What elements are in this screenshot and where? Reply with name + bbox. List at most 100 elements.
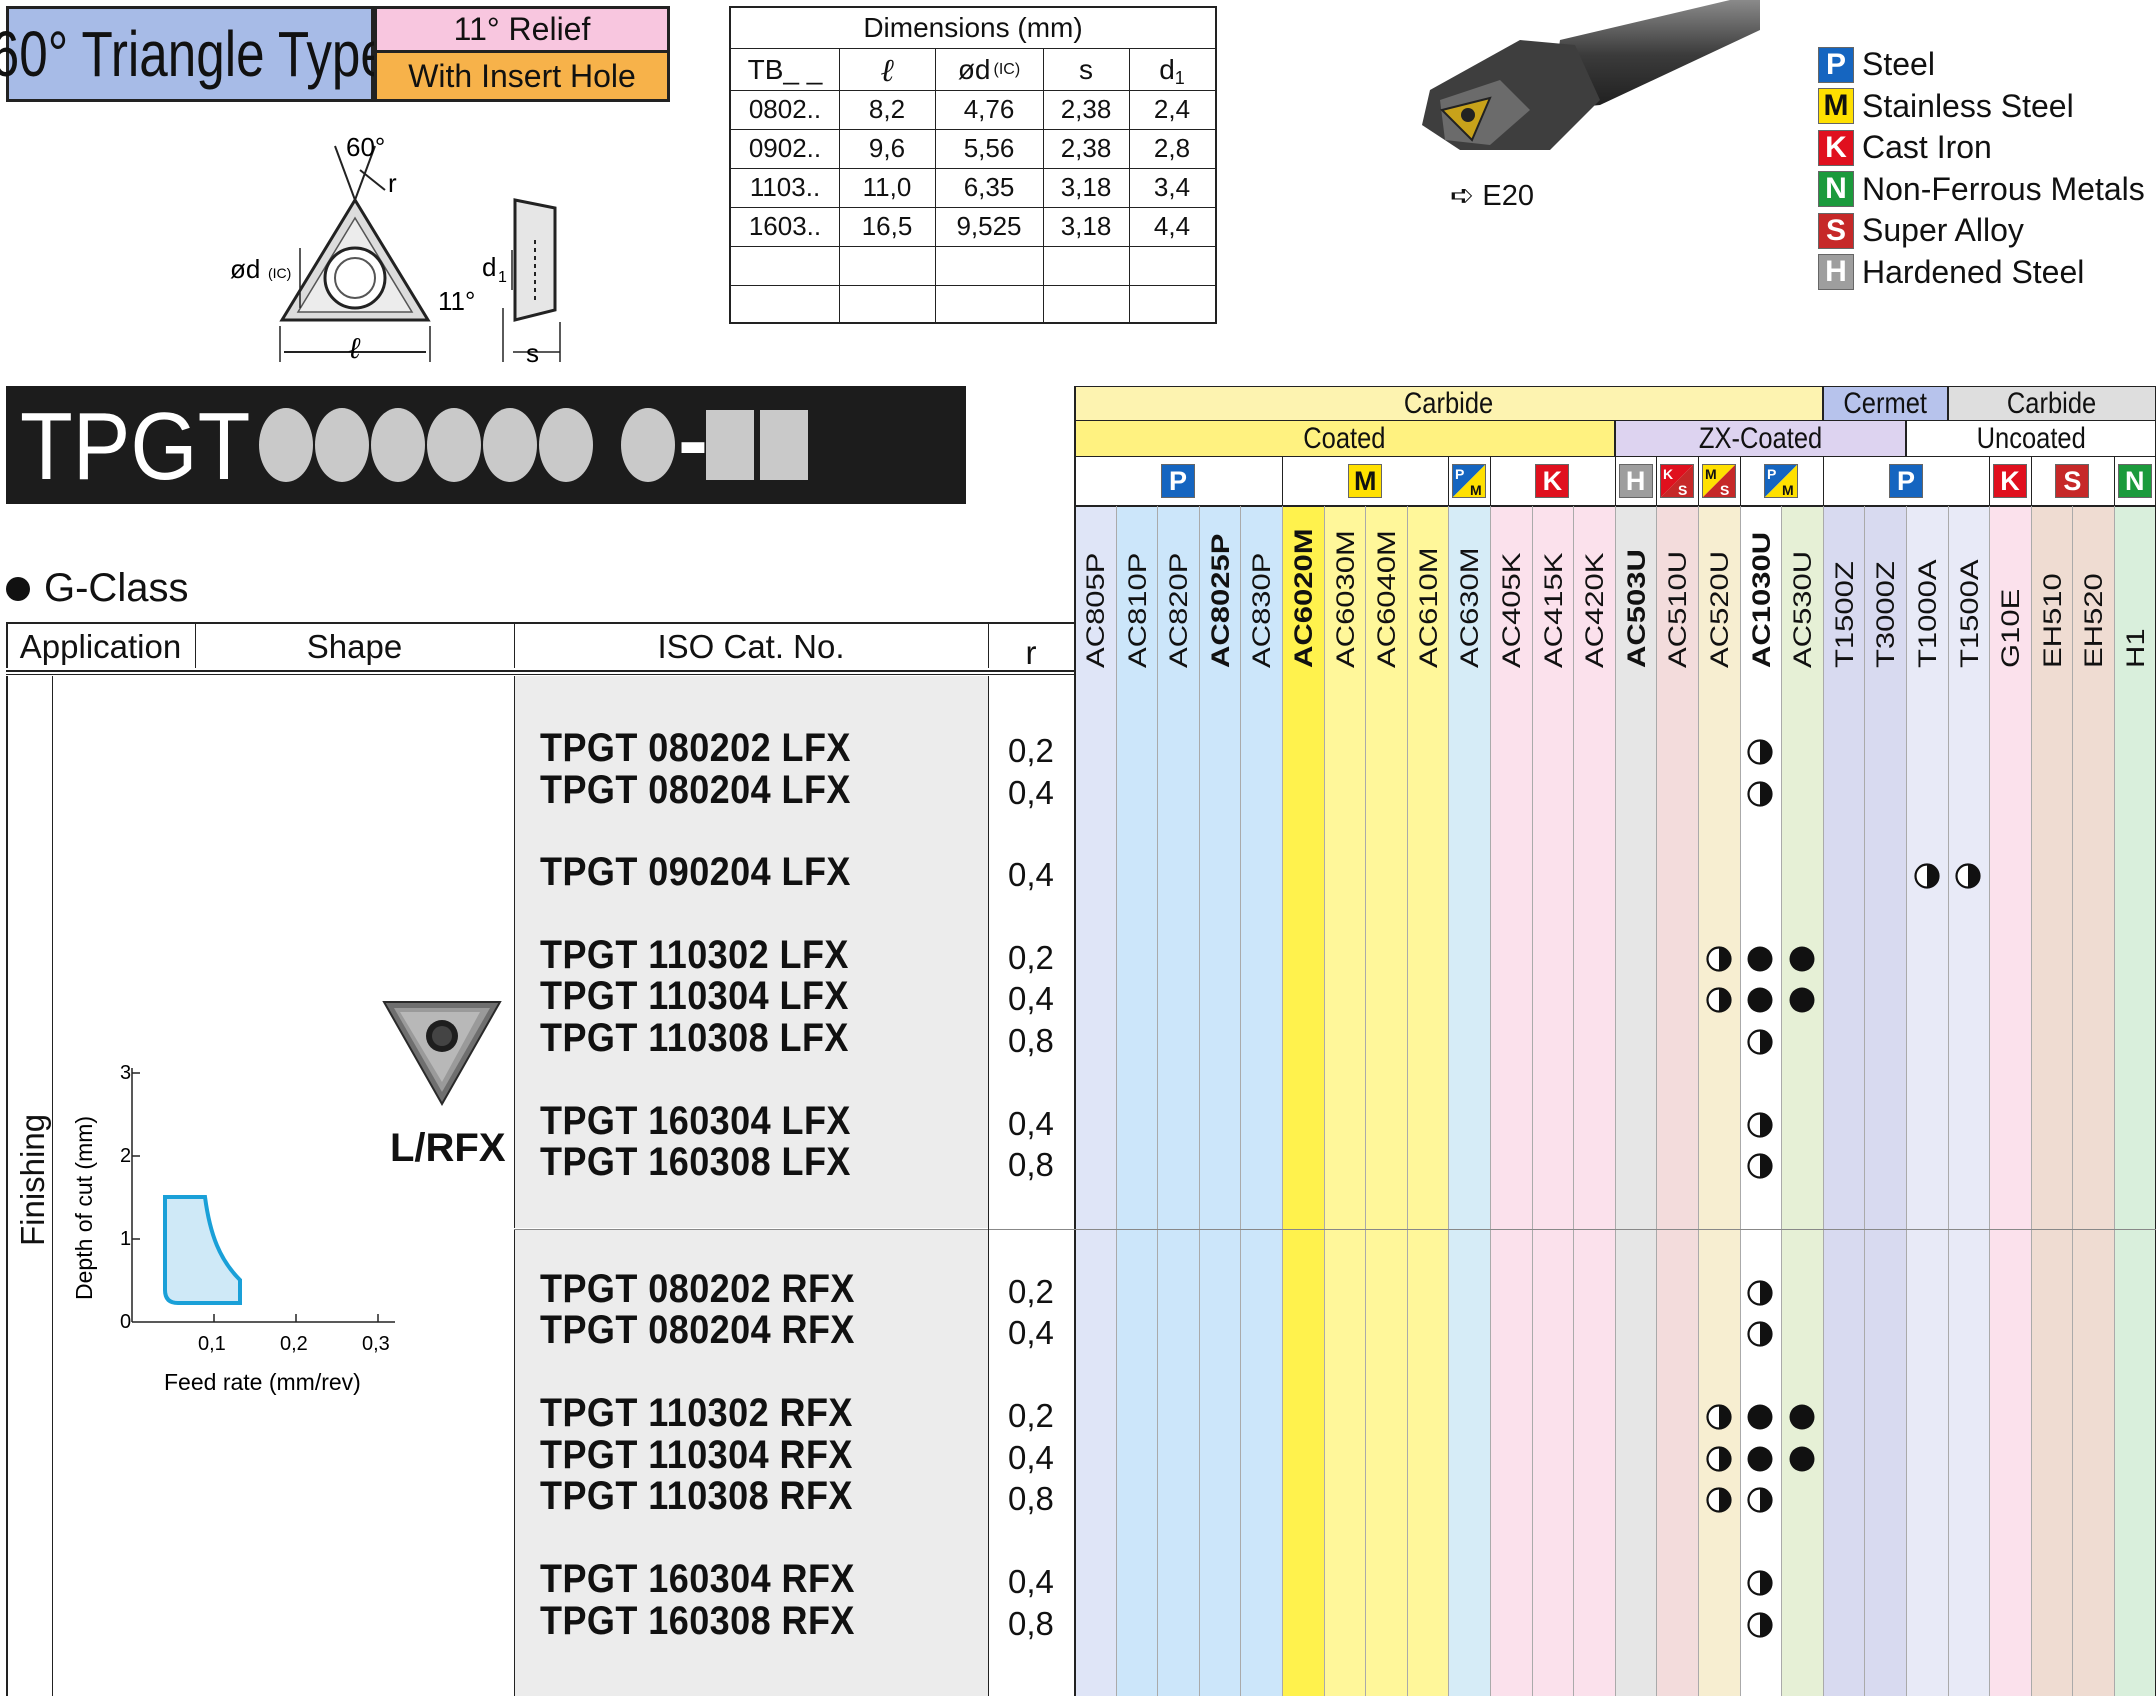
grade-name: AC6020M: [1289, 528, 1318, 668]
grade-column-bg: [1198, 506, 1241, 1696]
recommended-mark: [1747, 987, 1773, 1013]
grade-column-bg: [1531, 506, 1574, 1696]
available-mark: [1706, 1446, 1732, 1472]
shape-label: L/RFX: [390, 1126, 506, 1170]
grade-column-bg: [1781, 506, 1823, 1696]
grade-column-bg: [1490, 506, 1532, 1696]
iso-cat-no: TPGT 110308 RFX: [540, 1474, 853, 1518]
svg-text:P: P: [1455, 466, 1464, 482]
available-mark: [1747, 1029, 1773, 1055]
recommended-mark: [1747, 1404, 1773, 1430]
available-mark: [1706, 1487, 1732, 1513]
dim-cell: 16,5: [861, 211, 913, 241]
graph-xtick-3: 0,3: [362, 1333, 390, 1355]
legend-badge: S: [1818, 212, 1854, 249]
legend-badge: P: [1818, 46, 1854, 83]
boring-bar-image: [1422, 0, 1760, 150]
legend-badge: M: [1818, 88, 1854, 124]
available-mark: [1955, 863, 1981, 889]
legend-item-k: K Cast Iron: [1818, 129, 1992, 166]
iso-cat-no: TPGT 090204 LFX: [540, 850, 851, 894]
material-badge-ms: M S: [1701, 464, 1736, 498]
tool-reference[interactable]: ➪ E20: [1450, 180, 1534, 212]
corner-radius: 0,8: [1008, 1146, 1054, 1183]
dimensions-row: 0902.. 9,6 5,56 2,38 2,8: [731, 129, 1215, 168]
iso-cat-no: TPGT 080202 LFX: [540, 726, 851, 770]
type-title-box: 60° Triangle Type: [0, 6, 389, 102]
dim-col-od: ød (IC): [957, 54, 1021, 85]
graph-xtick-2: 0,2: [280, 1333, 308, 1355]
iso-cat-no: TPGT 080204 RFX: [540, 1308, 855, 1352]
available-mark: [1706, 1404, 1732, 1430]
diagram-angle11: 11°: [438, 286, 475, 316]
material-badge-ks: K S: [1660, 464, 1695, 498]
svg-text:P: P: [1767, 466, 1776, 482]
iso-band-lfx: [514, 676, 988, 1228]
dim-cell: 2,8: [1153, 133, 1191, 163]
g-class-label: G-Class: [6, 566, 188, 611]
corner-radius: 0,4: [1008, 980, 1054, 1017]
dim-col-s: s: [1079, 54, 1093, 85]
col-header-application: Application: [19, 628, 182, 665]
grade-name: AC630M: [1455, 547, 1485, 668]
legend-item-m: M Stainless Steel: [1818, 88, 2074, 125]
grade-name: EH520: [2079, 573, 2109, 668]
grade-column-bg: [1614, 506, 1657, 1696]
available-mark: [1747, 1321, 1773, 1347]
available-mark: [1747, 1280, 1773, 1306]
legend-badge: N: [1818, 171, 1854, 207]
corner-radius: 0,4: [1008, 774, 1054, 811]
designation-banner: TPGT -: [6, 386, 966, 504]
grade-column-bg: [1323, 506, 1366, 1696]
grade-column-bg: [1989, 506, 2031, 1696]
grade-name: AC6030M: [1330, 530, 1360, 668]
grade-column-bg: [1698, 506, 1740, 1696]
legend-label: Stainless Steel: [1862, 87, 2074, 124]
corner-radius: 0,8: [1008, 1480, 1054, 1517]
type-title: 60° Triangle Type: [0, 18, 390, 90]
grade-name: AC520U: [1705, 550, 1734, 668]
legend-label: Hardened Steel: [1862, 253, 2085, 290]
available-mark: [1747, 1612, 1773, 1638]
relief-label: 11° Relief: [374, 6, 670, 53]
dim-col-l: ℓ: [880, 51, 894, 88]
grade-column-bg: [1656, 506, 1698, 1696]
recommended-mark: [1747, 946, 1773, 972]
corner-radius: 0,4: [1008, 1105, 1054, 1142]
iso-cat-no: TPGT 160308 RFX: [540, 1599, 855, 1643]
material-badge-p: P: [1889, 464, 1923, 498]
material-badge-s: S: [2055, 464, 2090, 498]
corner-radius: 0,4: [1008, 1439, 1054, 1476]
material-badge-pm: P M: [1764, 464, 1799, 498]
legend-item-h: H Hardened Steel: [1818, 254, 2084, 291]
iso-cat-no: TPGT 110304 RFX: [540, 1433, 853, 1477]
grade-column-bg: [2072, 506, 2114, 1696]
legend-label: Super Alloy: [1862, 212, 2024, 248]
material-badge-p: P: [1161, 464, 1195, 498]
corner-radius: 0,2: [1008, 1397, 1054, 1434]
diagram-s: s: [526, 338, 539, 368]
diagram-angle60: 60°: [346, 132, 385, 162]
svg-text:K: K: [1663, 466, 1673, 482]
grade-column-bg: [1822, 506, 1865, 1696]
dim-cell: 1103..: [749, 172, 821, 202]
grade-name: T1500Z: [1830, 561, 1859, 668]
recommended-mark: [1747, 1446, 1773, 1472]
svg-text:S: S: [1720, 482, 1729, 498]
recommended-mark: [1789, 987, 1815, 1013]
graph-ytick-2: 2: [120, 1145, 131, 1167]
grade-column-bg: [1947, 506, 1990, 1696]
dimensions-row: 1603.. 16,5 9,525 3,18 4,4: [731, 207, 1215, 246]
grade-name: AC415K: [1538, 552, 1568, 668]
corner-radius: 0,4: [1008, 1563, 1054, 1600]
grade-name: AC8025P: [1206, 533, 1235, 668]
corner-radius: 0,4: [1008, 1314, 1054, 1351]
legend-item-n: N Non-Ferrous Metals: [1818, 171, 2145, 208]
graph-xlabel: Feed rate (mm/rev): [164, 1369, 361, 1395]
legend-badge: K: [1818, 129, 1854, 166]
grade-name: AC405K: [1497, 552, 1526, 668]
available-mark: [1747, 781, 1773, 807]
col-header-r: r: [1025, 634, 1037, 671]
